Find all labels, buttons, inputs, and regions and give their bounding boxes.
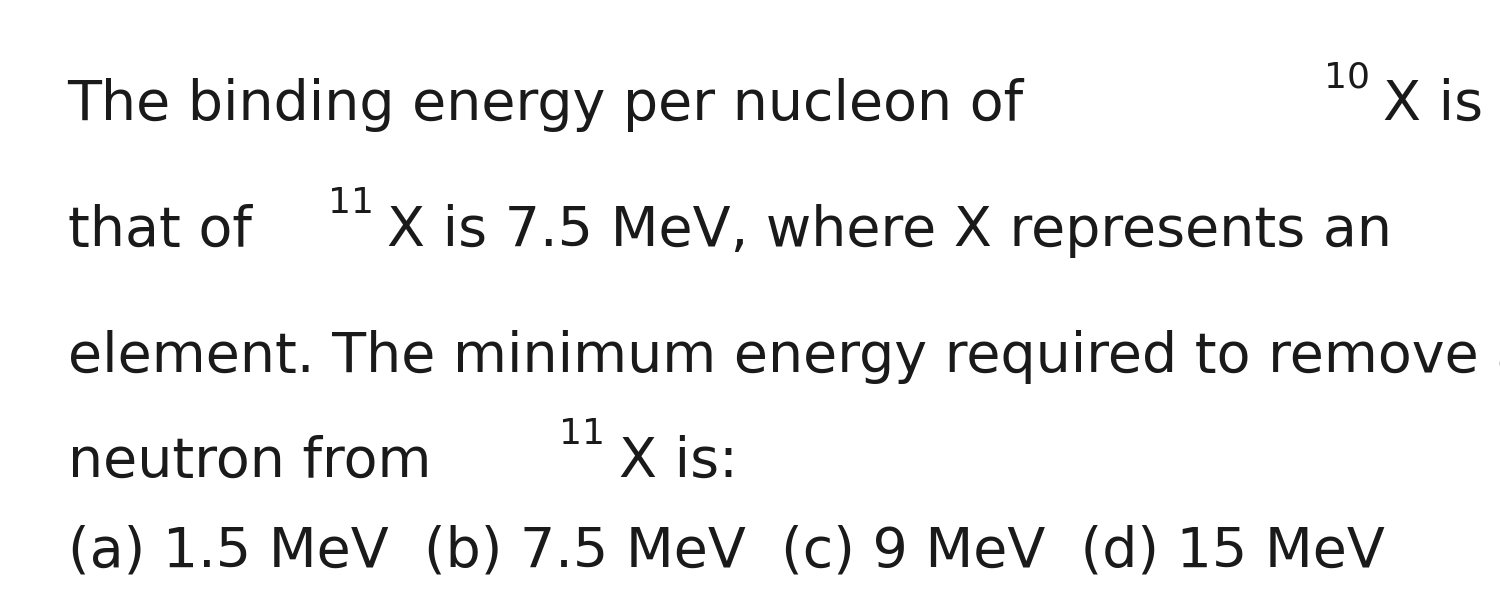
- Text: element. The minimum energy required to remove a: element. The minimum energy required to …: [68, 330, 1500, 384]
- Text: 11: 11: [327, 186, 374, 220]
- Text: X is 9 MeV, and: X is 9 MeV, and: [1383, 78, 1500, 132]
- Text: 10: 10: [1324, 60, 1370, 94]
- Text: 11: 11: [560, 417, 606, 451]
- Text: X is 7.5 MeV, where X represents an: X is 7.5 MeV, where X represents an: [387, 204, 1392, 258]
- Text: neutron from: neutron from: [68, 435, 448, 489]
- Text: that of: that of: [68, 204, 268, 258]
- Text: X is:: X is:: [618, 435, 738, 489]
- Text: (a) 1.5 MeV  (b) 7.5 MeV  (c) 9 MeV  (d) 15 MeV: (a) 1.5 MeV (b) 7.5 MeV (c) 9 MeV (d) 15…: [68, 525, 1384, 579]
- Text: The binding energy per nucleon of: The binding energy per nucleon of: [68, 78, 1041, 132]
